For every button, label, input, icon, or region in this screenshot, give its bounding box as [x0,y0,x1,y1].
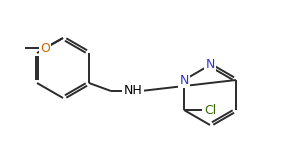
Text: NH: NH [124,85,142,97]
Text: N: N [179,74,189,86]
Text: N: N [205,59,215,71]
Text: Cl: Cl [204,104,216,116]
Text: O: O [40,41,50,55]
